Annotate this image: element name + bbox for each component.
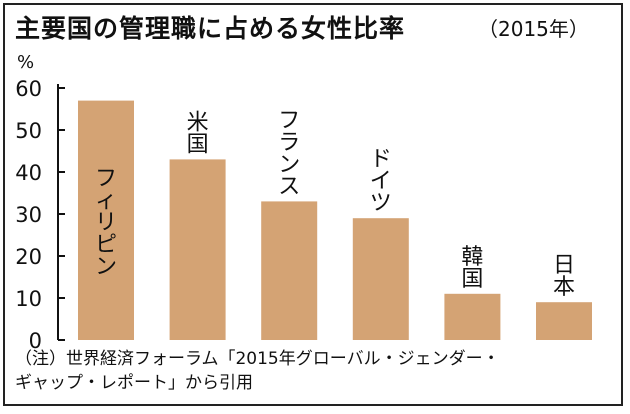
y-tick-label-40: 40	[15, 161, 42, 185]
bar-3	[261, 201, 318, 340]
y-axis-unit: %	[17, 52, 35, 73]
source-note-line-1: （注）世界経済フォーラム「2015年グローバル・ジェンダー・	[15, 349, 500, 369]
y-tick-label-0: 0	[29, 329, 42, 353]
source-note-line-2: ギャップ・レポート」から引用	[15, 373, 253, 393]
bar-4	[352, 218, 409, 340]
category-label-5: 韓国	[461, 245, 483, 292]
bar-5	[444, 293, 501, 340]
chart-subtitle: （2015年）	[478, 17, 589, 41]
y-tick-label-30: 30	[15, 203, 42, 227]
bar-2	[169, 159, 226, 340]
chart-title: 主要国の管理職に占める女性比率	[15, 14, 406, 43]
category-label-4: ドイツ	[370, 147, 392, 216]
chart-frame	[3, 3, 623, 406]
y-tick-label-20: 20	[15, 245, 42, 269]
category-label-3: フランス	[278, 108, 300, 199]
y-tick-label-50: 50	[15, 119, 42, 143]
category-label-2: 米国	[187, 110, 209, 157]
category-label-6: 日本	[553, 253, 575, 300]
category-label-1: フィリピン	[95, 166, 117, 279]
y-tick-label-10: 10	[15, 287, 42, 311]
bar-1	[78, 100, 134, 340]
bar-6	[536, 302, 592, 340]
y-tick-label-60: 60	[15, 77, 42, 101]
